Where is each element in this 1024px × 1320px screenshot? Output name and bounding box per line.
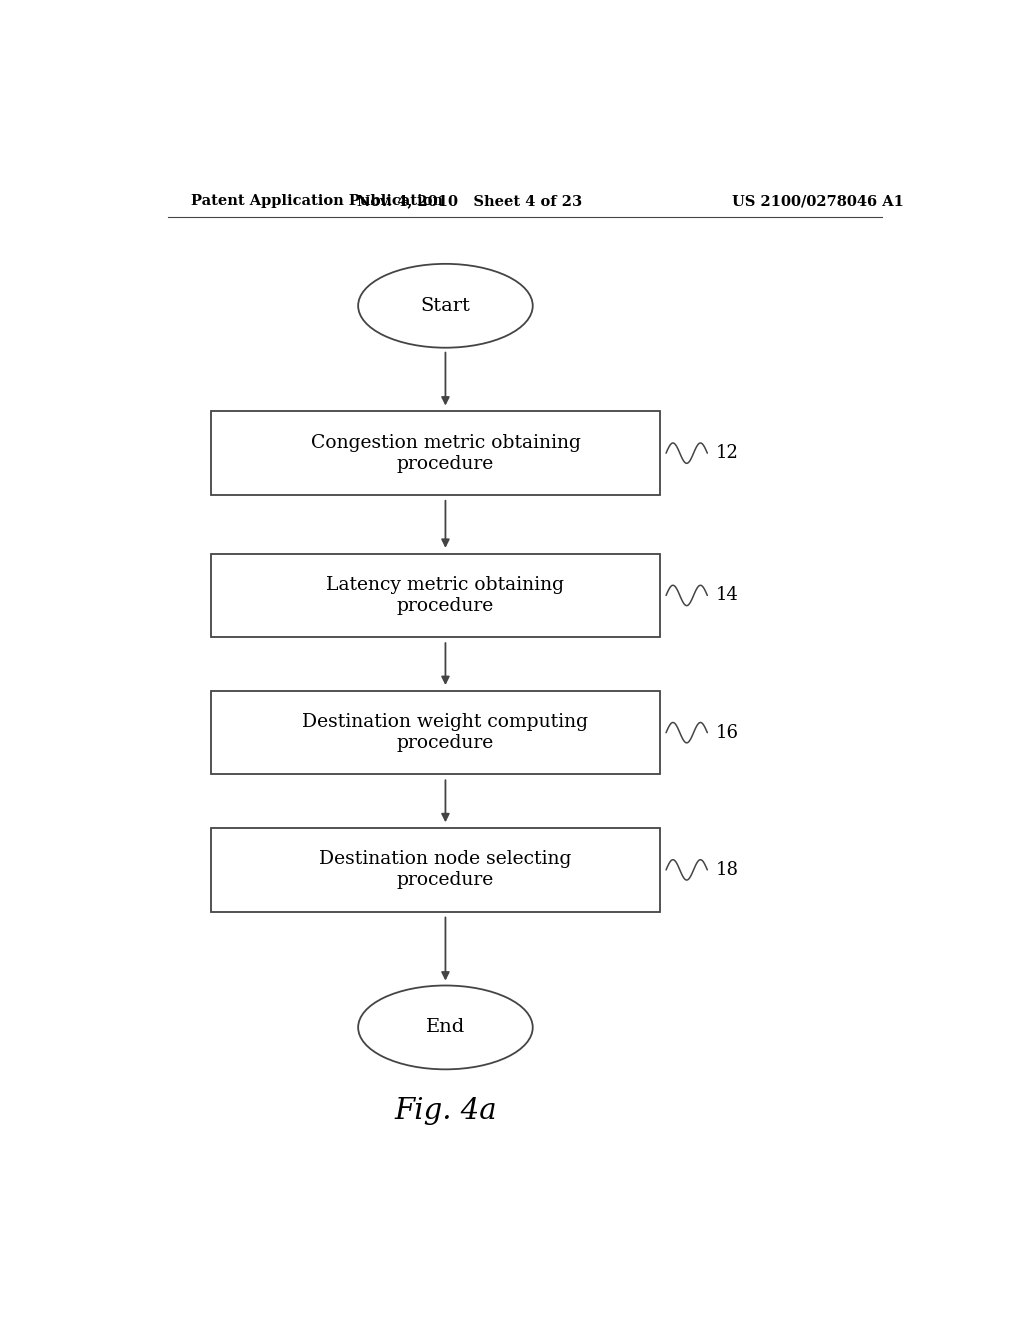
- Text: 12: 12: [715, 444, 738, 462]
- Text: US 2100/0278046 A1: US 2100/0278046 A1: [732, 194, 904, 209]
- Text: 18: 18: [715, 861, 738, 879]
- Text: Destination weight computing
procedure: Destination weight computing procedure: [302, 713, 589, 752]
- Text: Destination node selecting
procedure: Destination node selecting procedure: [319, 850, 571, 890]
- Text: Start: Start: [421, 297, 470, 314]
- Text: Nov. 4, 2010   Sheet 4 of 23: Nov. 4, 2010 Sheet 4 of 23: [356, 194, 582, 209]
- Text: Congestion metric obtaining
procedure: Congestion metric obtaining procedure: [310, 434, 581, 473]
- Text: Fig. 4a: Fig. 4a: [394, 1097, 497, 1125]
- Text: 16: 16: [715, 723, 738, 742]
- Text: Patent Application Publication: Patent Application Publication: [191, 194, 443, 209]
- Text: Latency metric obtaining
procedure: Latency metric obtaining procedure: [327, 576, 564, 615]
- Text: End: End: [426, 1019, 465, 1036]
- Text: 14: 14: [715, 586, 738, 605]
